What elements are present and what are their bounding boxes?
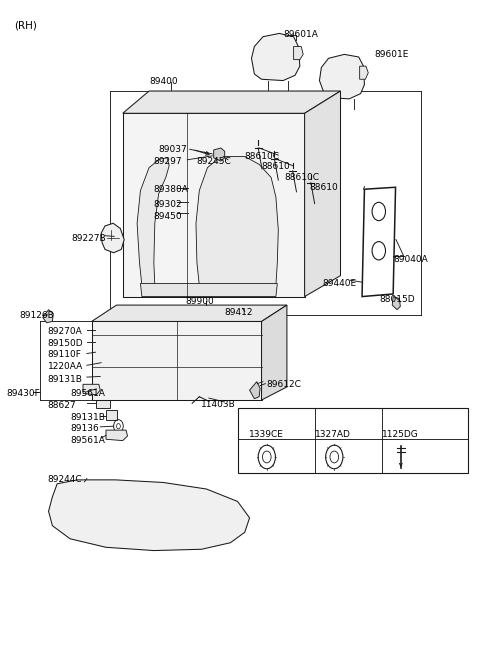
Text: 89302: 89302: [153, 201, 181, 209]
Text: 89037: 89037: [158, 146, 187, 154]
Polygon shape: [43, 310, 53, 323]
Polygon shape: [101, 223, 124, 253]
Text: 1339CE: 1339CE: [250, 430, 284, 440]
Text: 89440E: 89440E: [323, 279, 357, 288]
Text: 88627: 88627: [48, 401, 76, 411]
Text: 89227B: 89227B: [72, 234, 106, 243]
Polygon shape: [48, 480, 250, 550]
Text: 88610C: 88610C: [284, 173, 319, 182]
Polygon shape: [123, 113, 305, 297]
Text: 89245C: 89245C: [196, 157, 231, 165]
Polygon shape: [294, 47, 303, 60]
Polygon shape: [214, 148, 225, 161]
Text: 89430F: 89430F: [6, 389, 40, 398]
Text: (RH): (RH): [14, 20, 37, 31]
Polygon shape: [141, 283, 277, 297]
Polygon shape: [83, 384, 100, 395]
Text: 89900: 89900: [185, 297, 214, 306]
Text: 1220AA: 1220AA: [48, 362, 83, 371]
Text: 89412: 89412: [225, 308, 253, 318]
Bar: [238, 408, 468, 474]
Text: 89297: 89297: [153, 157, 181, 165]
Text: 1327AD: 1327AD: [315, 430, 351, 440]
Text: 89150D: 89150D: [48, 338, 83, 348]
Polygon shape: [320, 54, 364, 99]
Text: 89400: 89400: [149, 77, 178, 87]
Circle shape: [197, 393, 203, 401]
Text: 89561A: 89561A: [70, 389, 105, 398]
Bar: [96, 398, 110, 408]
Text: 89131B: 89131B: [70, 413, 105, 422]
Text: 89244C: 89244C: [48, 476, 82, 484]
Bar: [106, 410, 117, 420]
Text: 89561A: 89561A: [70, 436, 105, 445]
Bar: [100, 371, 111, 382]
Polygon shape: [123, 91, 340, 113]
Polygon shape: [250, 382, 260, 399]
Polygon shape: [392, 297, 400, 310]
Text: 88015D: 88015D: [380, 295, 415, 304]
Text: 89126B: 89126B: [19, 311, 54, 320]
Polygon shape: [137, 158, 169, 285]
Polygon shape: [305, 91, 340, 297]
Text: 89040A: 89040A: [393, 255, 428, 264]
Text: 89110F: 89110F: [48, 350, 82, 359]
Text: 1125DG: 1125DG: [383, 430, 419, 440]
Text: 89270A: 89270A: [48, 327, 83, 336]
Text: 88610C: 88610C: [245, 152, 280, 161]
Polygon shape: [262, 305, 287, 400]
Text: 88610: 88610: [310, 184, 338, 192]
Polygon shape: [92, 305, 287, 321]
Text: 89136: 89136: [70, 424, 99, 434]
Text: 89450: 89450: [153, 212, 181, 220]
Text: 89601E: 89601E: [374, 50, 408, 59]
Polygon shape: [252, 33, 300, 81]
Text: 89380A: 89380A: [153, 185, 188, 194]
Polygon shape: [196, 157, 278, 285]
Text: 89131B: 89131B: [48, 375, 83, 384]
Polygon shape: [360, 66, 368, 79]
Text: 89612C: 89612C: [266, 380, 301, 390]
Text: 88610: 88610: [262, 163, 290, 171]
Polygon shape: [92, 321, 262, 400]
Text: 11403B: 11403B: [201, 400, 236, 409]
Text: 89601A: 89601A: [283, 30, 318, 39]
Polygon shape: [106, 430, 128, 441]
